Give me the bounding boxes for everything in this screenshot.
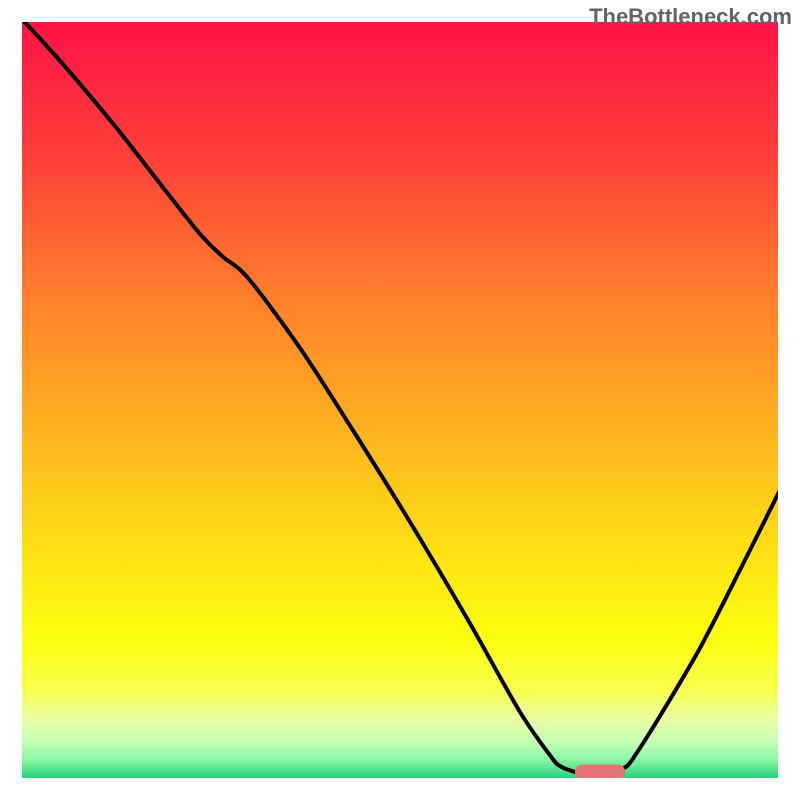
gradient-background <box>22 22 778 778</box>
bottleneck-gradient-chart <box>0 0 800 800</box>
optimal-marker <box>575 765 625 780</box>
chart-canvas: TheBottleneck.com <box>0 0 800 800</box>
